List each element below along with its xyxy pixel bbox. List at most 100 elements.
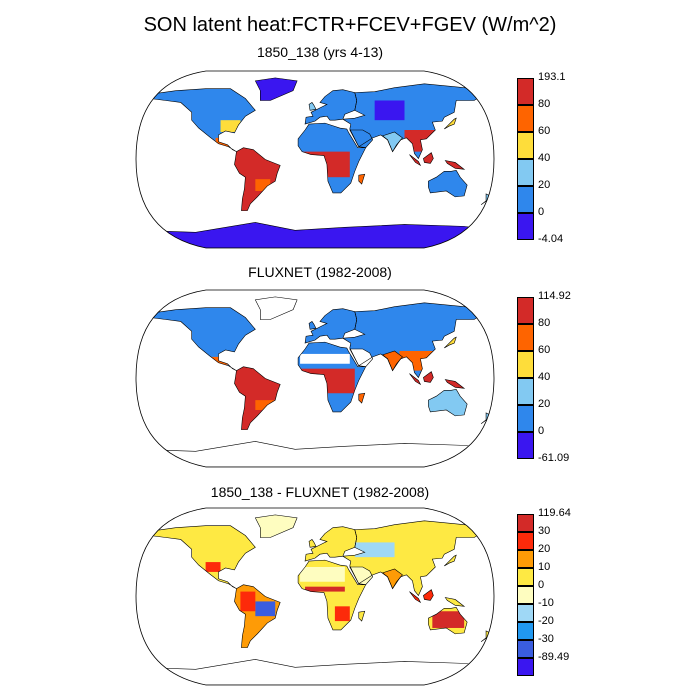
colorbar-label: 30: [538, 525, 551, 537]
coastline: [136, 222, 494, 248]
data-region: [255, 601, 276, 617]
land-australia: [428, 170, 468, 197]
colorbar-swatch: [517, 132, 534, 159]
land-newGuinea: [445, 379, 465, 389]
land-newGuinea: [445, 597, 465, 607]
land-uk: [309, 539, 316, 548]
data-region: [432, 611, 465, 628]
land-uk: [309, 102, 316, 111]
colorbar-label: 20: [538, 179, 551, 191]
panel-title-model: 1850_138 (yrs 4-13): [256, 44, 384, 60]
coastline: [444, 554, 457, 567]
coastline: [423, 589, 434, 601]
colorbar-swatch: [517, 297, 534, 324]
land-antarctica: [136, 222, 494, 248]
data-region: [334, 606, 350, 622]
land-madagascar: [358, 393, 365, 404]
coastline: [308, 321, 317, 330]
colorbar-swatch: [517, 568, 534, 586]
colorbar-label: 20: [538, 398, 551, 410]
colorbar-swatch: [517, 324, 534, 351]
coastline: [358, 392, 366, 404]
coastline: [444, 160, 466, 170]
land-borneo: [423, 589, 434, 601]
coastline: [147, 88, 256, 152]
map-model: [135, 70, 495, 249]
colorbar-label: 0: [538, 579, 545, 591]
coastline: [381, 131, 403, 153]
data-region: [255, 400, 276, 410]
colorbar-label: 60: [538, 125, 551, 137]
land-greenland: [255, 296, 298, 320]
land-madagascar: [358, 611, 365, 622]
colorbar-label: -30: [538, 633, 554, 645]
coastline: [308, 102, 317, 111]
data-region: [300, 353, 350, 364]
coastline: [444, 117, 457, 130]
coastline: [234, 584, 281, 648]
land-borneo: [423, 371, 434, 383]
colorbar-swatch: [517, 378, 534, 405]
colorbar-swatch: [517, 550, 534, 568]
coastline: [254, 296, 298, 320]
colorbar-swatch: [517, 213, 534, 240]
coastline: [304, 308, 358, 344]
land-antarctica: [136, 441, 494, 467]
panel-title-fluxnet: FLUXNET (1982-2008): [248, 264, 392, 280]
land-arabia: [349, 567, 373, 585]
map-difference: [135, 507, 495, 686]
coastline: [409, 591, 422, 604]
colorbar-label: 20: [538, 543, 551, 555]
coastline: [254, 514, 298, 538]
land-newGuinea: [445, 160, 465, 170]
land-northAmerica: [147, 525, 256, 589]
map-frame: [135, 70, 495, 249]
coastline: [444, 379, 466, 389]
colorbar-swatch: [517, 640, 534, 658]
coastline: [349, 566, 374, 586]
colorbar-label: 193.1: [538, 71, 566, 83]
land-antarctica: [136, 659, 494, 685]
land-greenland: [255, 77, 298, 101]
colorbar-swatch: [517, 622, 534, 640]
data-region: [305, 586, 345, 592]
land-europe: [305, 89, 357, 125]
coastline: [349, 348, 374, 368]
colorbar-swatch: [517, 159, 534, 186]
data-region: [354, 542, 395, 558]
land-northAmerica: [147, 88, 256, 152]
colorbar-swatch: [517, 186, 534, 213]
panel-title-difference: 1850_138 - FLUXNET (1982-2008): [210, 484, 430, 500]
land-asia: [342, 520, 494, 596]
coastline: [428, 606, 468, 635]
colorbar-label: 0: [538, 206, 545, 218]
coastline: [147, 307, 256, 371]
coastline: [423, 152, 434, 164]
coastline: [428, 169, 468, 198]
data-region: [220, 120, 241, 132]
land-uk: [309, 321, 316, 330]
land-arabia: [349, 130, 373, 148]
colorbar-label: -61.09: [538, 452, 570, 464]
land-northAmerica: [147, 307, 256, 371]
map-fluxnet: [135, 289, 495, 468]
coastline: [234, 147, 281, 211]
colorbar-label: 40: [538, 371, 551, 383]
colorbar-label: 10: [538, 561, 551, 573]
coastline: [304, 89, 358, 125]
land-borneo: [423, 152, 434, 164]
land-asia: [342, 302, 494, 378]
coastline: [297, 122, 367, 194]
colorbar-label: 80: [538, 317, 551, 329]
colorbar-label: 114.92: [538, 290, 571, 302]
coastline: [254, 77, 298, 101]
colorbar-label: -89.49: [538, 651, 570, 663]
coastline: [297, 341, 367, 413]
coastline: [358, 173, 366, 185]
coastline: [234, 366, 281, 430]
map-frame: [135, 507, 495, 686]
colorbar-label: 0: [538, 425, 545, 437]
coastline: [423, 371, 434, 383]
colorbar-swatch: [517, 405, 534, 432]
colorbar-label: -4.04: [538, 233, 564, 245]
